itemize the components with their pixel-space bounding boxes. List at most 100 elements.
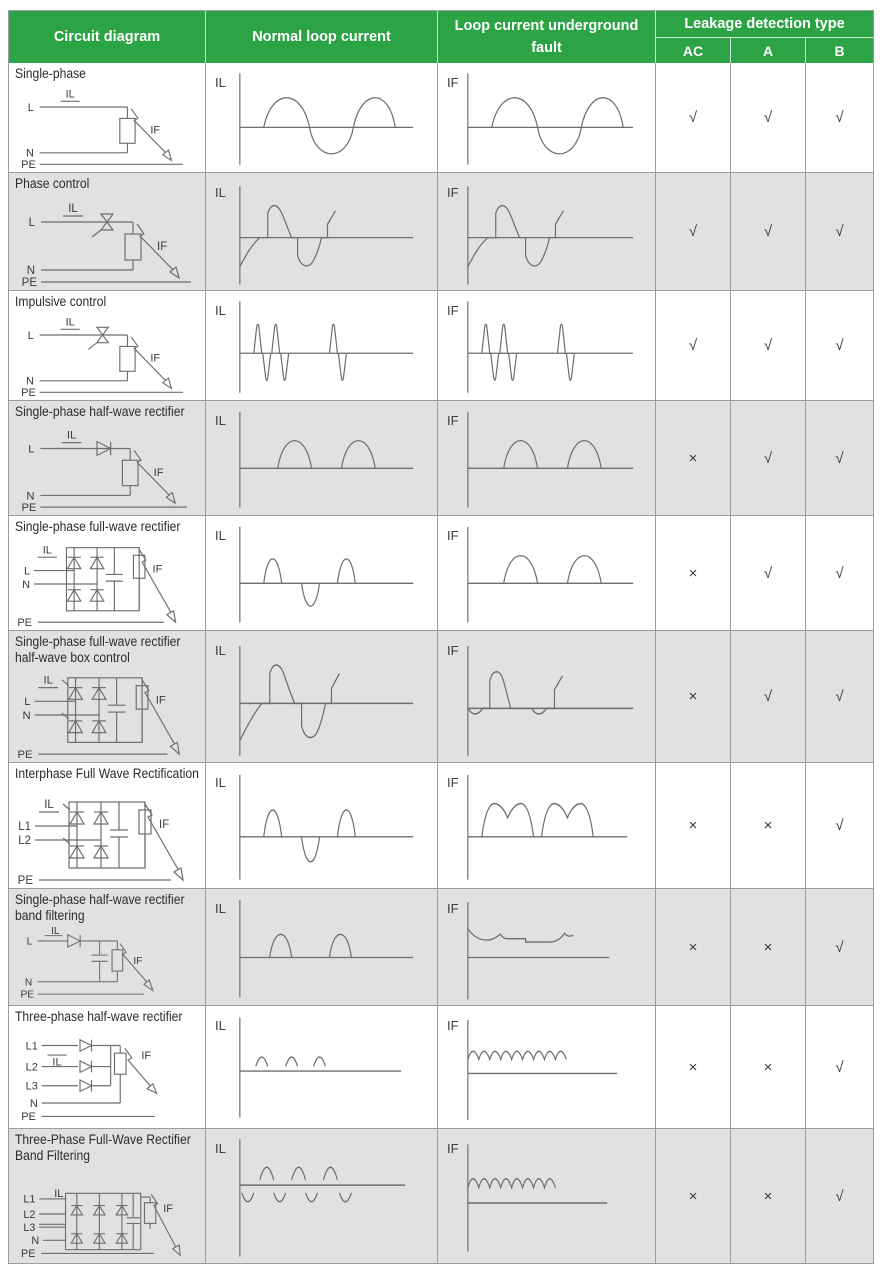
thyristor-icon [67,719,84,734]
mark-ac: × [656,1006,731,1129]
circuit-labels: IL L N PE IF [20,926,142,1001]
il-waveform-svg [239,774,414,880]
il-waveform-cell: IL [206,631,438,763]
mark-b: √ [806,1129,873,1263]
waveform-path [467,1050,567,1062]
circuit-diagram-svg: IL L N PE IF [17,544,177,628]
svg-text:PE: PE [21,502,36,513]
svg-text:L: L [29,217,36,229]
il-axis-label: IL [215,643,226,658]
diode-icon [115,1232,129,1244]
circuit-cell-impulsive-control: Impulsive control IL L N PE IF [9,291,206,401]
svg-text:L: L [28,443,34,455]
svg-text:IF: IF [150,125,160,137]
il-waveform-cell: IL [206,173,438,291]
il-waveform-cell: IL [206,291,438,401]
svg-text:L2: L2 [23,1209,35,1221]
il-waveform-svg [239,301,414,393]
il-waveform-cell: IL [206,1006,438,1129]
if-waveform-cell: IF [438,1129,656,1263]
circuit-cell-three-phase-full-wave: Three-Phase Full-Wave Rectifier Band Filt… [9,1129,206,1263]
mark-b: √ [806,401,873,516]
svg-text:L2: L2 [18,835,31,847]
mark-b: √ [806,63,873,173]
waveform-path [263,809,356,863]
diode-icon [79,1059,93,1074]
arrowhead-icon [146,1082,158,1095]
mark-a: √ [731,631,806,763]
if-waveform-svg [467,774,628,880]
if-axis-label: IF [447,901,459,916]
fault-current-arrow [150,1193,181,1256]
waveform-path [259,1166,338,1181]
row-title: Interphase Full Wave Rectification [15,766,199,781]
circuit-diagram-svg: IL L N PE IF [22,203,191,288]
row-title: Single-phase full-wave rectifier half-wav… [15,634,181,666]
load-resistor-icon [113,1052,127,1075]
circuit-wiring [35,801,184,882]
svg-text:N: N [22,710,30,722]
mark-a: √ [731,516,806,631]
if-waveform-cell: IF [438,1006,656,1129]
svg-text:IL: IL [66,316,75,328]
circuit-labels: L1 IL L2 L3 N PE IF [21,1188,173,1260]
circuit-labels: IL L N PE IF [17,544,162,628]
arrowhead-icon [165,491,177,505]
svg-text:L2: L2 [26,1061,38,1073]
svg-text:L1: L1 [26,1040,38,1052]
fault-current-arrow [124,1048,158,1094]
load-resistor-icon [121,459,139,487]
circuit-labels: IL L1 L2 PE IF [18,799,170,886]
mark-a: × [731,1129,806,1263]
diode-icon [92,1232,106,1244]
mark-ac: × [656,516,731,631]
circuit-cell-interphase-rectifier: Interphase Full Wave Rectification IL L1… [9,763,206,889]
header-leakage-types: AC A B [656,38,873,63]
load-resistor-icon [124,233,142,261]
if-waveform-cell: IF [438,889,656,1006]
waveform-path [263,558,356,607]
diode-icon [67,933,82,949]
circuit-labels: IL L N PE IF [18,675,166,760]
svg-text:L3: L3 [26,1081,38,1093]
circuit-cell-single-phase: Single-phase IL L N PE IF [9,63,206,173]
capacitor-icon [105,547,123,611]
row-title: Three-phase half-wave rectifier [15,1009,183,1024]
arrowhead-icon [165,609,177,624]
header-type-a: A [731,38,806,63]
il-axis-label: IL [215,413,226,428]
mark-a: × [731,889,806,1006]
svg-text:N: N [27,265,35,277]
mark-ac: √ [656,173,731,291]
if-waveform-svg [467,645,634,756]
il-axis-label: IL [215,75,226,90]
diode-icon [66,556,82,570]
circuit-wiring [37,933,154,995]
svg-text:IF: IF [156,694,166,706]
svg-text:N: N [22,579,30,591]
il-waveform-svg [239,411,414,508]
fault-current-arrow [136,223,180,277]
if-axis-label: IF [447,1018,459,1033]
mark-ac: √ [656,291,731,401]
circuit-labels: IL L N PE IF [22,203,168,288]
arrowhead-icon [143,979,154,992]
il-waveform-svg [239,73,414,165]
svg-text:IF: IF [153,564,163,576]
svg-text:N: N [25,977,32,988]
if-waveform-cell: IF [438,291,656,401]
row-title: Impulsive control [15,294,107,309]
il-waveform-cell: IL [206,1129,438,1263]
fault-current-arrow [144,803,184,879]
il-axis-label: IL [215,1018,226,1033]
circuit-cell-half-wave-band-filtering: Single-phase half-wave rectifier band fil… [9,889,206,1006]
svg-text:PE: PE [22,277,38,288]
diode-icon [66,588,82,602]
if-axis-label: IF [447,413,459,428]
arrowhead-icon [161,148,173,162]
leakage-detection-table: Circuit diagram Normal loop current Loop… [8,10,874,1264]
if-waveform-svg [467,301,634,393]
svg-text:IL: IL [44,799,54,811]
il-waveform-cell: IL [206,401,438,516]
svg-text:L1: L1 [23,1194,35,1206]
